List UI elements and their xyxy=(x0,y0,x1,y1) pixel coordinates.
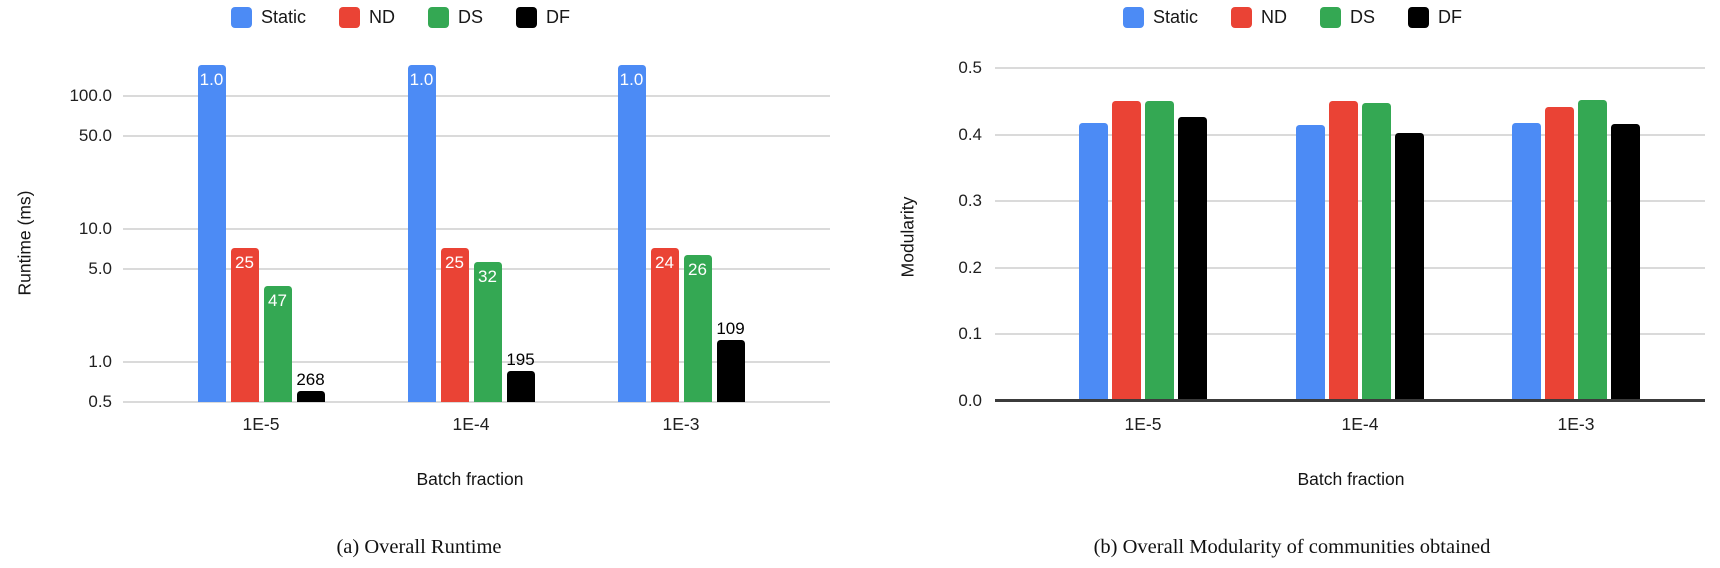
legend-swatch-static xyxy=(1123,7,1144,28)
modularity-caption: (b) Overall Modularity of communities ob… xyxy=(1093,536,1491,558)
legend-swatch-ds xyxy=(428,7,450,28)
legend-label: Static xyxy=(261,7,307,27)
bar-value-label: 24 xyxy=(655,252,674,272)
bar-value-label: 25 xyxy=(235,252,254,272)
legend-item-df: DF xyxy=(1408,7,1462,28)
legend-swatch-nd xyxy=(339,7,361,28)
x-category-label-1E-3: 1E-3 xyxy=(662,414,700,434)
bar-ds-1E-5 xyxy=(263,286,292,402)
bar-value-label: 1.0 xyxy=(409,70,434,90)
bar-static-1E-3 xyxy=(617,65,646,402)
legend-item-ds: DS xyxy=(1320,7,1375,28)
legend-item-static: Static xyxy=(1123,7,1198,28)
y-tick-label: 0.5 xyxy=(958,58,982,77)
bar-df-1E-4 xyxy=(1395,132,1424,401)
y-tick-label: 100.0 xyxy=(69,85,112,105)
bar-ds-1E-4 xyxy=(473,262,502,402)
y-tick-label: 0.3 xyxy=(958,191,982,211)
legend-swatch-df xyxy=(1408,7,1430,28)
legend-item-ds: DS xyxy=(428,7,483,28)
bar-nd-1E-5 xyxy=(230,247,259,402)
legend-label: ND xyxy=(369,7,396,27)
x-axis-line xyxy=(995,399,1705,402)
gridline-10.0 xyxy=(123,227,830,230)
legend-item-nd: ND xyxy=(339,7,395,28)
legend-label: DS xyxy=(458,7,484,27)
legend-item-static: Static xyxy=(231,7,306,28)
bar-nd-1E-3 xyxy=(1545,107,1574,401)
legend-label: ND xyxy=(1261,7,1288,27)
bar-value-label: 32 xyxy=(478,267,497,287)
y-tick-label: 10.0 xyxy=(78,218,112,238)
bar-df-1E-5 xyxy=(296,391,325,402)
legend-swatch-static xyxy=(231,7,252,28)
bar-df-1E-3 xyxy=(716,340,745,402)
bar-ds-1E-5 xyxy=(1145,100,1174,401)
bar-value-label: 109 xyxy=(716,319,745,339)
y-tick-label: 1.0 xyxy=(88,351,112,371)
bar-value-label: 25 xyxy=(445,252,464,272)
bar-ds-1E-3 xyxy=(1578,99,1607,401)
bar-value-label: 268 xyxy=(296,370,325,390)
modularity-chart-panel: Static ND DS DF 0.5 0.4 0.3 0.2 0.1 0.0 1E-5 1E-4 1… xyxy=(860,0,1720,568)
y-tick-label: 0.1 xyxy=(958,324,982,344)
bar-value-label: 195 xyxy=(506,350,535,370)
bar-df-1E-5 xyxy=(1178,116,1207,401)
bar-value-label: 26 xyxy=(688,259,707,279)
bar-ds-1E-3 xyxy=(683,254,712,402)
gridline-50.0 xyxy=(123,134,830,137)
modularity-legend: Static ND DS DF xyxy=(1123,7,1462,28)
bar-nd-1E-4 xyxy=(440,247,469,402)
gridline-0.5 xyxy=(123,400,830,403)
legend-swatch-ds xyxy=(1320,7,1342,28)
legend-label: DF xyxy=(546,7,571,27)
bar-static-1E-4 xyxy=(407,65,436,402)
gridline-0.5 xyxy=(995,67,1705,69)
legend-label: DF xyxy=(1438,7,1463,27)
y-tick-label: 0.2 xyxy=(958,257,982,277)
bar-nd-1E-4 xyxy=(1329,100,1358,401)
legend-swatch-df xyxy=(516,7,538,28)
runtime-chart-panel: Static ND DS DF 100.0 50.0 10.0 5.0 1.0 0.5 1.0 1.… xyxy=(14,7,830,558)
bar-value-label: 1.0 xyxy=(619,70,644,90)
y-tick-label: 0.0 xyxy=(958,391,982,410)
legend-swatch-nd xyxy=(1231,7,1253,28)
bar-static-1E-3 xyxy=(1512,122,1541,401)
modularity-y-axis-title: Modularity xyxy=(897,196,918,278)
gridline-100.0 xyxy=(123,94,830,97)
bar-df-1E-4 xyxy=(506,371,535,402)
bar-value-label: 47 xyxy=(268,291,287,311)
legend-item-nd: ND xyxy=(1231,7,1287,28)
bar-ds-1E-4 xyxy=(1362,102,1391,401)
x-category-label-1E-5: 1E-5 xyxy=(242,414,280,434)
x-category-label-1E-3: 1E-3 xyxy=(1557,414,1595,434)
bar-static-1E-5 xyxy=(1079,122,1108,401)
legend-label: Static xyxy=(1153,7,1199,27)
bar-nd-1E-3 xyxy=(650,247,679,402)
y-tick-label: 0.4 xyxy=(958,124,982,144)
bar-value-label: 1.0 xyxy=(199,70,224,90)
x-category-label-1E-4: 1E-4 xyxy=(452,414,490,434)
bar-nd-1E-5 xyxy=(1112,100,1141,401)
y-tick-label: 50.0 xyxy=(78,125,112,145)
x-category-label-1E-5: 1E-5 xyxy=(1124,414,1162,434)
modularity-x-axis-title: Batch fraction xyxy=(1297,469,1405,489)
bar-df-1E-3 xyxy=(1611,123,1640,401)
runtime-x-axis-title: Batch fraction xyxy=(416,469,524,489)
legend-label: DS xyxy=(1350,7,1376,27)
runtime-caption: (a) Overall Runtime xyxy=(336,536,502,558)
x-category-label-1E-4: 1E-4 xyxy=(1341,414,1379,434)
y-tick-label: 5.0 xyxy=(88,258,112,278)
bar-static-1E-4 xyxy=(1296,124,1325,401)
runtime-y-axis-title: Runtime (ms) xyxy=(14,190,35,296)
legend-item-df: DF xyxy=(516,7,570,28)
bar-static-1E-5 xyxy=(197,65,226,402)
runtime-legend: Static ND DS DF xyxy=(231,7,570,28)
y-tick-label: 0.5 xyxy=(88,391,112,411)
